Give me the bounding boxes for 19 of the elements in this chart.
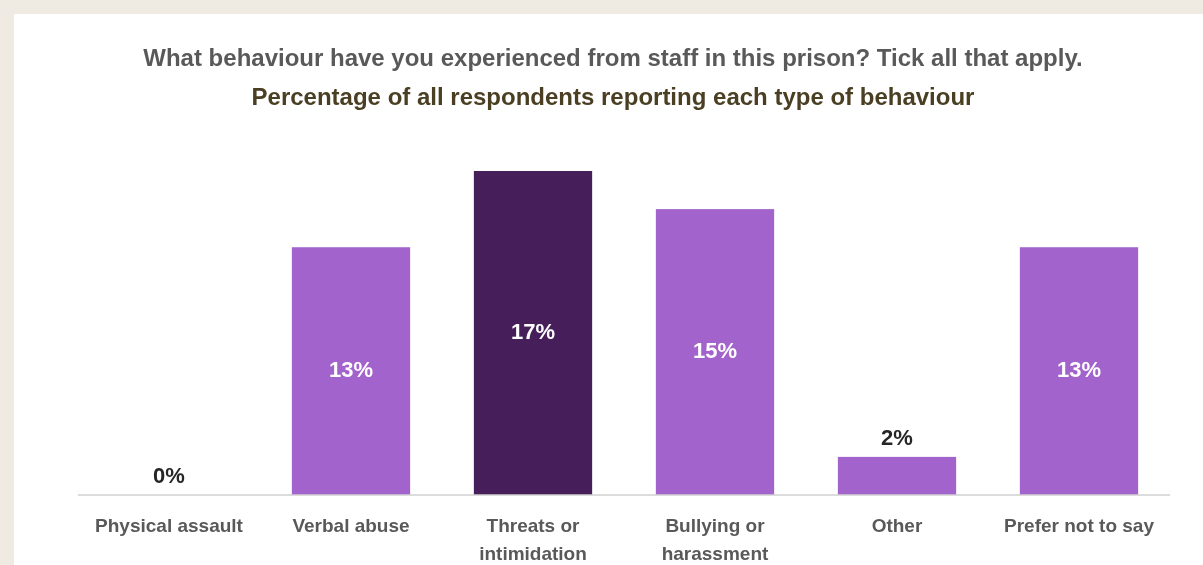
data-label: 15%	[692, 337, 738, 363]
bar	[1019, 247, 1139, 495]
data-label: 0%	[153, 463, 185, 488]
bar	[291, 247, 411, 495]
x-tick-label: Threats or intimidation	[479, 515, 587, 564]
data-label: 13%	[328, 356, 374, 382]
x-tick-label: Verbal abuse	[292, 515, 410, 536]
x-tick-label: Bullying or harassment	[661, 515, 769, 564]
data-label: 2%	[881, 424, 913, 450]
data-label: 17%	[510, 318, 556, 344]
x-tick-label: Physical assault	[95, 515, 244, 536]
text: Percentage of all respondents reporting each type of behaviour	[251, 83, 975, 110]
chart-title: What behaviour have you experienced from staff in this prison? Tick all that apply.	[143, 44, 1083, 71]
bar	[837, 456, 957, 495]
bar	[473, 171, 593, 495]
x-tick-label: Other	[871, 515, 923, 536]
data-label: 13%	[1056, 356, 1102, 382]
x-tick-label: Prefer not to say	[1004, 515, 1155, 536]
bar	[655, 209, 775, 495]
